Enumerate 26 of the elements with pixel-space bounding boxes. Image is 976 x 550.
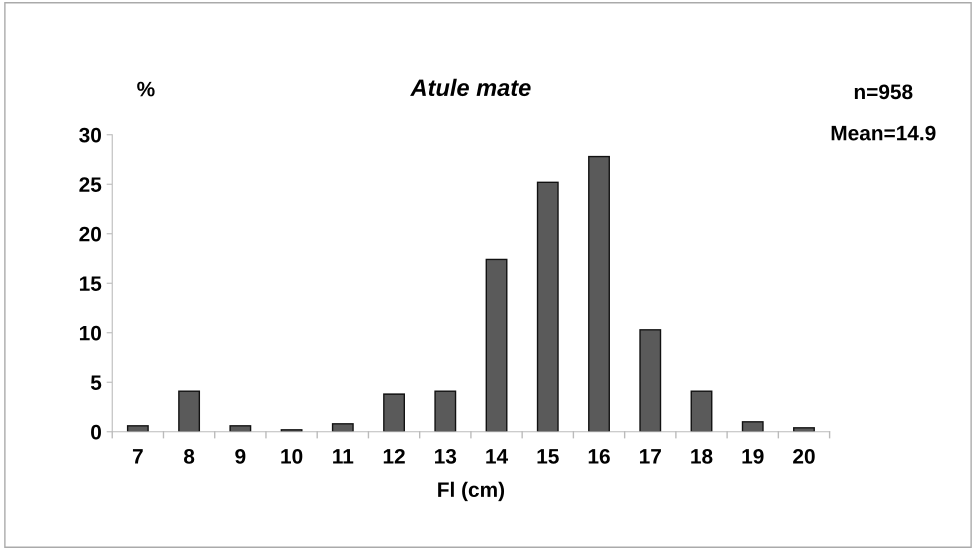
x-tick-label: 17 xyxy=(640,449,661,464)
y-axis-title: % xyxy=(137,82,155,96)
x-tick-label: 16 xyxy=(588,448,610,464)
y-tick-label: 10 xyxy=(80,326,101,341)
x-tick-label: 18 xyxy=(691,448,712,464)
x-tick-label: 8 xyxy=(184,448,194,464)
y-tick-label: 20 xyxy=(79,226,101,242)
x-tick-label: 13 xyxy=(435,448,456,464)
y-tick-label: 30 xyxy=(79,128,101,143)
x-tick-label: 10 xyxy=(281,448,302,464)
y-tick-label: 25 xyxy=(79,177,102,192)
x-tick-label: 7 xyxy=(132,449,143,464)
y-tick-label: 5 xyxy=(90,375,102,390)
x-axis-title: Fl (cm) xyxy=(438,482,504,502)
y-tick-label: 0 xyxy=(91,424,101,440)
x-tick-label: 20 xyxy=(793,448,815,464)
y-tick-label: 15 xyxy=(80,276,102,292)
x-tick-label: 11 xyxy=(333,449,354,464)
text: Mean=14.9 xyxy=(832,126,936,140)
x-tick-label: 12 xyxy=(384,448,405,464)
x-tick-label: 14 xyxy=(486,449,508,464)
x-tick-label: 9 xyxy=(235,448,246,464)
x-tick-label: 19 xyxy=(742,448,764,464)
x-tick-label: 15 xyxy=(538,449,559,464)
chart-title: Atule mate xyxy=(410,78,531,96)
text: n=958 xyxy=(854,84,912,100)
